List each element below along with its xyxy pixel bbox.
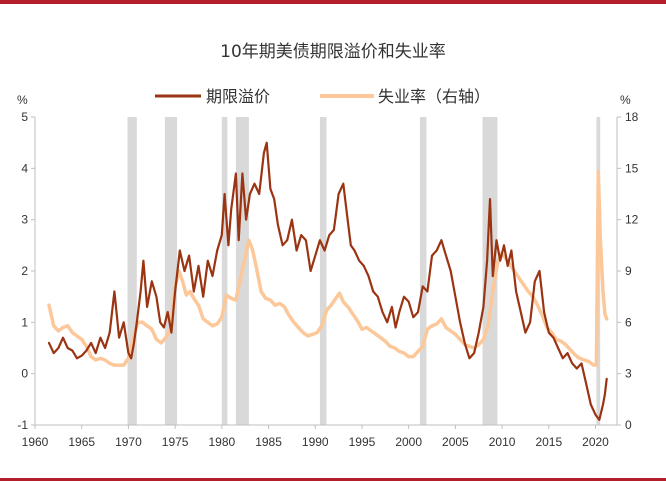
right-tick-label-6: 18: [625, 110, 639, 124]
left-tick-label-5: 4: [21, 161, 28, 175]
right-tick-label-1: 3: [625, 367, 632, 381]
x-tick-label-10: 2010: [489, 435, 516, 449]
right-tick-label-4: 12: [625, 213, 639, 227]
x-tick-label-7: 1995: [349, 435, 376, 449]
x-tick-label-5: 1985: [255, 435, 282, 449]
left-tick-label-6: 5: [21, 110, 28, 124]
right-tick-label-0: 0: [625, 418, 632, 432]
legend-label-unemployment: 失业率（右轴）: [378, 87, 490, 106]
left-tick-label-0: -1: [17, 418, 28, 432]
legend: 期限溢价 失业率（右轴）: [155, 87, 490, 106]
left-tick-label-2: 1: [21, 315, 28, 329]
x-tick-label-9: 2005: [442, 435, 469, 449]
unemployment-series-line: [47, 170, 609, 367]
recession-band-0: [127, 117, 137, 425]
x-tick-label-8: 2000: [395, 435, 422, 449]
series-lines: [47, 141, 609, 421]
left-tick-label-3: 2: [21, 264, 28, 278]
x-tick-label-12: 2020: [582, 435, 609, 449]
recession-band-6: [482, 117, 498, 425]
x-tick-label-0: 1960: [22, 435, 49, 449]
chart-title: 10年期美债期限溢价和失业率: [220, 42, 446, 62]
right-tick-label-3: 9: [625, 264, 632, 278]
legend-label-premium: 期限溢价: [206, 87, 270, 106]
bottom-border: [0, 478, 666, 481]
right-axis-unit: %: [620, 93, 631, 107]
x-tick-label-2: 1970: [115, 435, 142, 449]
right-tick-label-5: 15: [625, 161, 639, 175]
x-tick-label-3: 1975: [162, 435, 189, 449]
left-tick-label-4: 3: [21, 213, 28, 227]
recession-band-4: [319, 117, 327, 425]
left-axis-unit: %: [17, 93, 28, 107]
x-tick-label-11: 2015: [535, 435, 562, 449]
term-premium-series-line: [47, 141, 608, 421]
x-tick-label-1: 1965: [68, 435, 95, 449]
recession-band-5: [419, 117, 427, 425]
right-tick-label-2: 6: [625, 315, 632, 329]
x-tick-label-4: 1980: [208, 435, 235, 449]
recession-band-1: [164, 117, 177, 425]
x-tick-label-6: 1990: [302, 435, 329, 449]
recession-band-2: [221, 117, 228, 425]
top-border: [0, 0, 666, 4]
left-tick-label-1: 0: [21, 367, 28, 381]
